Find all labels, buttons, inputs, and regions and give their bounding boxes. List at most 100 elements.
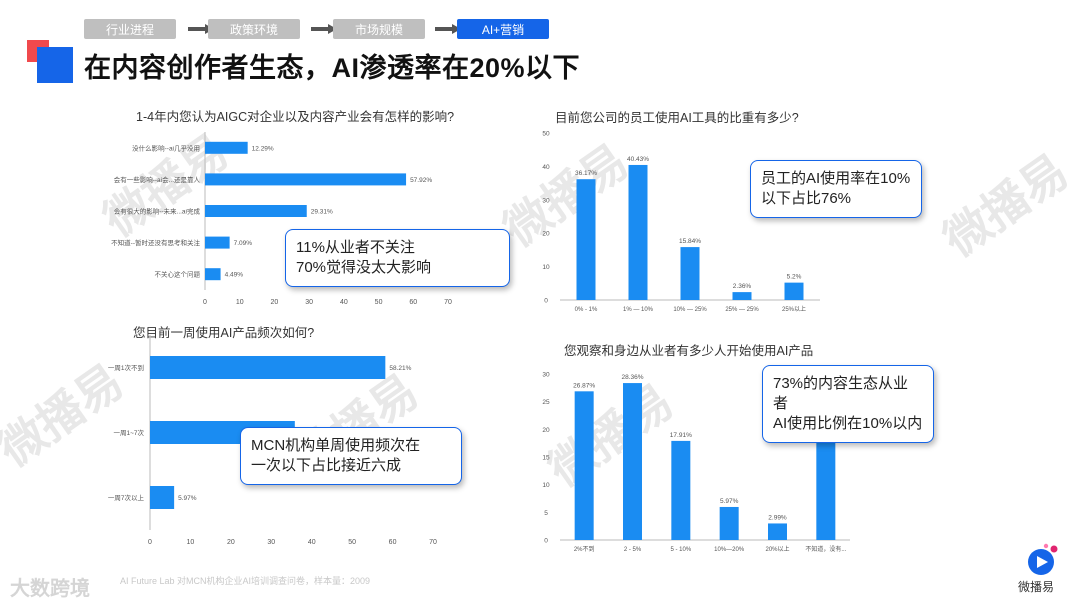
step-arrow-icon — [311, 24, 337, 34]
chart4-tick-label: 20 — [542, 427, 550, 434]
step-ai-marketing[interactable]: AI+营销 — [457, 19, 549, 39]
chart3-tick-label: 50 — [348, 539, 356, 546]
chart1-tick-label: 10 — [236, 299, 244, 306]
chart4-bar — [671, 440, 691, 540]
chart4-tick-label: 5 — [544, 510, 548, 517]
chart4-category-label: 20%以上 — [765, 545, 789, 553]
chart2-bar — [784, 282, 804, 300]
chart2-category-label: 10% — 25% — [673, 307, 707, 313]
chart2-data-label: 2.36% — [733, 283, 752, 290]
chart2-tick-label: 30 — [542, 197, 550, 204]
chart1-title: 1-4年内您认为AIGC对企业以及内容产业会有怎样的影响? — [136, 110, 455, 124]
chart1-category-label: 不知道--暂时还没有思考和关注 — [111, 238, 200, 247]
chart4-bar — [768, 523, 787, 540]
chart2-data-label: 15.84% — [679, 238, 701, 245]
callout-line: MCN机构单周使用频次在 — [251, 437, 421, 454]
chart3-bar — [150, 486, 175, 509]
chart2-title: 目前您公司的员工使用AI工具的比重有多少? — [555, 111, 799, 125]
chart4-category-label: 10%—20% — [714, 547, 745, 553]
chart2-data-label: 5.2% — [787, 274, 802, 281]
chart2-bar — [628, 164, 648, 300]
chart2-tick-label: 10 — [542, 264, 550, 271]
chart3-tick-label: 20 — [227, 539, 235, 546]
chart1-tick-label: 70 — [444, 299, 452, 306]
chart1-bar — [205, 141, 248, 154]
chart4-data-label: 2.99% — [768, 514, 787, 521]
chart3-tick-label: 40 — [308, 539, 316, 546]
chart4-category-label: 不知道，没有... — [805, 545, 846, 553]
chart2-tick-label: 50 — [542, 131, 550, 138]
title-accent-blue — [37, 47, 73, 83]
callout-line: 73%的内容生态从业者 — [773, 375, 909, 412]
chart4-tick-label: 30 — [542, 372, 550, 379]
callout-peer-usage: 73%的内容生态从业者 AI使用比例在10%以内 — [762, 365, 934, 443]
chart1-tick-label: 40 — [340, 299, 348, 306]
chart3-data-label: 58.21% — [389, 365, 411, 372]
chart1-data-label: 7.09% — [234, 240, 253, 247]
chart1-tick-label: 30 — [305, 299, 313, 306]
chart3-tick-label: 0 — [148, 539, 152, 546]
brand-watermark-left: 大数跨境 — [10, 578, 90, 600]
chart3-category-label: 一周7次以上 — [108, 493, 145, 502]
callout-ai-impact: 11%从业者不关注 70%觉得没太大影响 — [285, 229, 510, 287]
chart3-tick-label: 10 — [187, 539, 195, 546]
chart2-category-label: 0% - 1% — [575, 307, 598, 313]
chart2-tick-label: 0 — [544, 298, 548, 305]
chart4-data-label: 5.97% — [720, 498, 739, 505]
chart1-data-label: 4.49% — [225, 272, 244, 279]
callout-weekly-usage: MCN机构单周使用频次在 一次以下占比接近六成 — [240, 427, 462, 485]
callout-line: 一次以下占比接近六成 — [251, 457, 402, 474]
step-industry-progress[interactable]: 行业进程 — [84, 19, 176, 39]
source-note: AI Future Lab 对MCN机构企业AI培训调查问卷，样本量：2009 — [120, 576, 371, 586]
brand-logo-text: 微播易 — [1018, 580, 1055, 594]
chart1-category-label: 会有很大的影响--未来...ai完成 — [114, 207, 201, 216]
callout-line: AI使用比例在10%以内 — [773, 415, 923, 432]
chart2-category-label: 1% — 10% — [623, 307, 654, 313]
step-arrow-icon — [435, 24, 461, 34]
chart4-tick-label: 25 — [542, 399, 550, 406]
chart1-category-label: 不关心这个问题 — [155, 270, 201, 279]
chart1-data-label: 57.92% — [410, 177, 432, 184]
chart3-category-label: 一周1次不到 — [108, 363, 144, 372]
chart1-bar — [205, 205, 307, 217]
chart3-data-label: 5.97% — [178, 495, 197, 502]
chart4-tick-label: 0 — [544, 538, 548, 545]
callout-line: 70%觉得没太大影响 — [296, 259, 432, 276]
chart2-tick-label: 40 — [542, 164, 550, 171]
chart2-category-label: 25% — 25% — [725, 307, 759, 313]
chart1-tick-label: 50 — [375, 299, 383, 306]
chart4-data-label: 28.36% — [621, 374, 643, 381]
chart1-data-label: 29.31% — [311, 209, 333, 216]
chart1-category-label: 没什么影响--ai几乎没用 — [132, 143, 200, 152]
page-title: 在内容创作者生态，AI渗透率在20%以下 — [84, 53, 581, 83]
chart1-tick-label: 0 — [203, 299, 207, 306]
chart1-bar — [205, 173, 407, 186]
chart1-category-label: 会有一些影响--ai会...还是靠人 — [114, 175, 201, 184]
chart1-bar — [205, 236, 230, 249]
chart4-category-label: 2 - 5% — [624, 547, 642, 553]
chart1-tick-label: 20 — [271, 299, 279, 306]
callout-line: 11%从业者不关注 — [296, 239, 415, 256]
chart2-tick-label: 20 — [542, 231, 550, 238]
step-market-size[interactable]: 市场规模 — [333, 19, 425, 39]
chart4-data-label: 26.87% — [573, 382, 595, 389]
chart2-bar — [680, 247, 700, 300]
chart2-bar — [576, 179, 596, 300]
chart4-category-label: 5 - 10% — [670, 547, 691, 553]
callout-line: 以下占比76% — [761, 190, 852, 207]
chart3-tick-label: 60 — [389, 539, 397, 546]
chart4-bar — [574, 391, 594, 540]
chart3-title: 您目前一周使用AI产品频次如何? — [133, 326, 315, 340]
step-policy-environment[interactable]: 政策环境 — [208, 19, 300, 39]
chart4-bar — [719, 506, 739, 540]
chart4-category-label: 2%不到 — [574, 546, 595, 553]
callout-staff-usage: 员工的AI使用率在10% 以下占比76% — [750, 160, 922, 218]
chart1-bar — [205, 268, 221, 281]
chart4-data-label: 17.91% — [670, 432, 692, 439]
chart2-data-label: 36.17% — [575, 170, 597, 177]
chart2-category-label: 25%以上 — [782, 305, 806, 313]
chart3-bar — [150, 356, 386, 379]
callout-line: 员工的AI使用率在10% — [761, 170, 911, 187]
chart4-bar — [816, 440, 836, 540]
